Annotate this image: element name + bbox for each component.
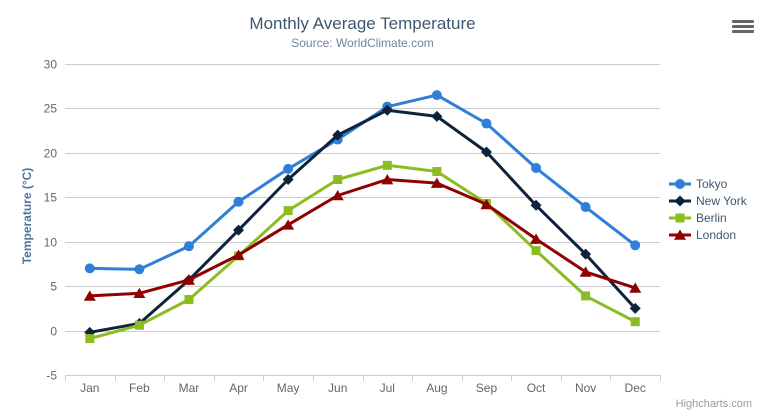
data-point-new-york[interactable] (530, 199, 542, 211)
hamburger-menu-icon (732, 19, 754, 33)
data-point-new-york[interactable] (381, 104, 393, 116)
diamond-marker-icon (669, 195, 691, 206)
legend-label: London (696, 227, 737, 242)
triangle-marker-icon (669, 229, 691, 240)
x-axis-label: Dec (625, 381, 646, 395)
data-point-new-york[interactable] (580, 248, 592, 260)
legend-label: New York (696, 193, 747, 208)
data-point-berlin[interactable] (581, 291, 591, 301)
x-axis-label: Nov (575, 381, 596, 395)
data-point-london[interactable] (430, 177, 443, 188)
x-axis-label: Aug (426, 381, 447, 395)
data-point-berlin[interactable] (432, 167, 442, 177)
data-point-tokyo[interactable] (134, 264, 145, 275)
series-line-london (88, 178, 637, 298)
chart-title: Monthly Average Temperature (249, 14, 476, 33)
x-axis-label: Jan (80, 381, 99, 395)
data-point-tokyo[interactable] (431, 90, 442, 101)
data-point-new-york[interactable] (233, 224, 245, 236)
data-point-tokyo[interactable] (283, 163, 294, 174)
data-point-tokyo[interactable] (84, 263, 95, 274)
data-point-new-york[interactable] (332, 129, 344, 141)
y-axis-label: 30 (44, 58, 58, 72)
data-point-tokyo[interactable] (233, 196, 244, 207)
y-axis-label: 10 (44, 236, 58, 250)
square-marker-glyph (675, 213, 685, 222)
data-point-london[interactable] (480, 198, 493, 210)
circle-marker-glyph (675, 178, 685, 189)
data-point-london[interactable] (629, 282, 642, 293)
data-point-berlin[interactable] (283, 206, 293, 216)
y-axis-title: Temperature (°C) (20, 167, 34, 265)
y-axis-label: 25 (44, 102, 58, 116)
y-axis-label: 20 (44, 147, 58, 161)
data-point-tokyo[interactable] (630, 240, 641, 251)
data-point-berlin[interactable] (134, 320, 144, 330)
data-point-london[interactable] (282, 219, 295, 230)
data-point-new-york[interactable] (480, 146, 492, 158)
x-axis-label: Apr (229, 381, 248, 395)
data-point-london[interactable] (381, 174, 394, 185)
data-point-london[interactable] (331, 190, 344, 201)
triangle-marker-glyph (674, 229, 686, 240)
legend-label: Berlin (696, 210, 727, 225)
y-axis-label: 5 (50, 280, 57, 294)
circle-marker-icon (669, 178, 691, 189)
data-point-london[interactable] (232, 249, 245, 260)
data-point-berlin[interactable] (85, 334, 95, 344)
y-axis-label: 0 (50, 325, 57, 339)
x-axis-label: Jul (380, 381, 395, 395)
legend: Tokyo New York Berlin London (669, 176, 747, 242)
data-point-london[interactable] (182, 274, 195, 285)
credits-link[interactable]: Highcharts.com (675, 398, 752, 410)
data-point-tokyo[interactable] (531, 162, 542, 173)
x-axis-label: Oct (527, 381, 546, 395)
data-point-berlin[interactable] (382, 160, 392, 170)
export-menu-button[interactable] (730, 17, 756, 37)
x-axis-label: May (277, 381, 300, 395)
diamond-marker-glyph (674, 195, 686, 206)
data-point-london[interactable] (579, 266, 592, 277)
x-axis-label: Sep (476, 381, 498, 395)
y-axis-label: 15 (44, 191, 58, 205)
x-axis-label: Mar (179, 381, 200, 395)
data-point-tokyo[interactable] (580, 202, 591, 213)
legend-item-tokyo[interactable]: Tokyo (669, 176, 747, 191)
x-axis-label: Feb (129, 381, 150, 395)
chart-subtitle: Source: WorldClimate.com (291, 36, 434, 50)
square-marker-icon (669, 213, 691, 222)
legend-item-new-york[interactable]: New York (669, 193, 747, 208)
data-point-london[interactable] (83, 290, 96, 301)
legend-item-berlin[interactable]: Berlin (669, 210, 747, 225)
data-point-new-york[interactable] (431, 110, 443, 122)
data-point-london[interactable] (133, 287, 146, 299)
data-point-berlin[interactable] (184, 294, 194, 304)
data-point-berlin[interactable] (531, 246, 541, 256)
legend-label: Tokyo (696, 176, 728, 191)
data-point-new-york[interactable] (629, 302, 641, 314)
series-line-new-york (88, 108, 637, 334)
data-point-new-york[interactable] (282, 174, 294, 186)
data-point-tokyo[interactable] (481, 118, 492, 129)
data-point-tokyo[interactable] (183, 241, 194, 252)
x-axis-label: Jun (328, 381, 347, 395)
data-point-berlin[interactable] (333, 175, 343, 185)
data-point-london[interactable] (530, 233, 543, 244)
series-line-berlin (88, 163, 637, 341)
legend-item-london[interactable]: London (669, 227, 747, 242)
data-point-berlin[interactable] (630, 317, 640, 327)
y-axis-label: -5 (46, 369, 57, 383)
